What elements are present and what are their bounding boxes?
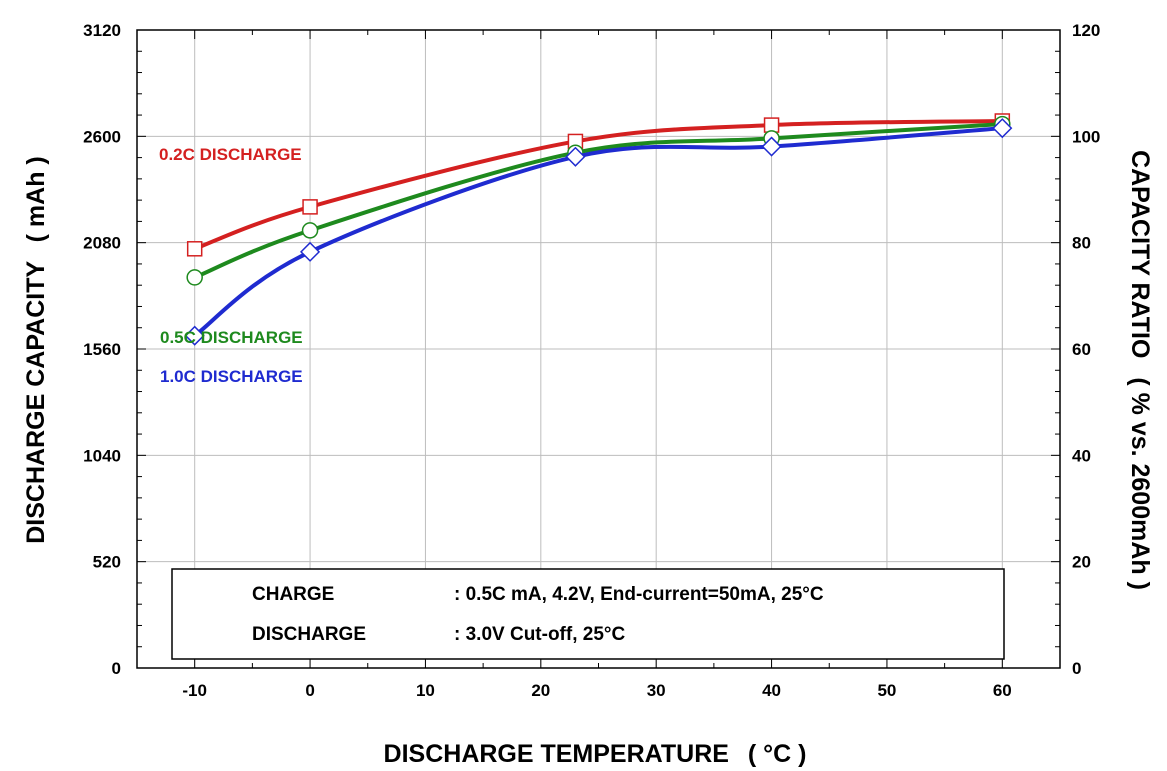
data-point-0-2c-discharge [186,241,203,257]
y2-axis-title: CAPACITY RATIO ( % vs. 2600mAh ) [1126,150,1154,590]
y-tick-label: 520 [93,553,121,572]
x-tick-label: 40 [762,681,781,700]
x-axis-unit: ( °C ) [748,740,807,768]
x-axis-title: DISCHARGE TEMPERATURE ( °C ) [384,740,807,768]
y2-tick-label: 40 [1072,446,1091,465]
x-tick-label: 20 [531,681,550,700]
discharge-label: DISCHARGE [252,624,366,645]
y-axis-unit: ( mAh ) [22,156,50,242]
y-axis-title: DISCHARGE CAPACITY ( mAh ) [22,156,50,544]
x-tick-label: -10 [182,681,207,700]
x-tick-label: 30 [647,681,666,700]
x-tick-label: 60 [993,681,1012,700]
y-tick-label: 2080 [83,234,121,253]
y2-tick-label: 120 [1072,21,1100,40]
y2-axis-unit: ( % vs. 2600mAh ) [1126,377,1154,590]
x-tick-label: 0 [305,681,314,700]
series-label: 1.0C DISCHARGE [160,367,303,386]
test-conditions-box: CHARGE : 0.5C mA, 4.2V, End-current=50mA… [171,568,1005,660]
data-point-1-0c-discharge [300,241,321,262]
series-group [184,113,1013,346]
series-label: 0.5C DISCHARGE [160,328,303,347]
data-point-0-5c-discharge [301,222,319,239]
data-point-1-0c-discharge [184,325,205,346]
data-point-1-0c-discharge [565,146,586,167]
x-tick-label: 50 [877,681,896,700]
data-point-0-2c-discharge [302,199,318,215]
x-axis-label: DISCHARGE TEMPERATURE [384,740,729,768]
tick-labels: -10 0 10 20 30 40 50 60052010401560208026003120… [83,21,1100,700]
axis-ticks [136,29,1061,669]
data-point-0-5c-discharge [186,269,203,286]
y-axis-label: DISCHARGE CAPACITY [22,261,50,544]
charge-label: CHARGE [252,584,334,605]
y2-tick-label: 100 [1072,127,1100,146]
discharge-value: : 3.0V Cut-off, 25°C [454,624,626,645]
y-tick-label: 0 [112,659,121,678]
y2-tick-label: 60 [1072,340,1091,359]
y2-tick-label: 0 [1072,659,1081,678]
series-label: 0.2C DISCHARGE [159,145,302,164]
y-tick-label: 1560 [83,340,121,359]
y-tick-label: 1040 [83,446,121,465]
data-point-1-0c-discharge [992,118,1013,139]
y2-tick-label: 20 [1072,553,1091,572]
x-tick-label: 10 [416,681,435,700]
data-point-1-0c-discharge [761,136,782,157]
data-point-0-2c-discharge [763,117,780,133]
y-tick-label: 3120 [83,21,121,40]
y2-tick-label: 80 [1072,234,1091,253]
charge-value: : 0.5C mA, 4.2V, End-current=50mA, 25°C [454,584,824,605]
series-labels: 0.2C DISCHARGE 0.5C DISCHARGE 1.0C DISCHAR… [159,145,303,386]
y2-axis-label: CAPACITY RATIO [1126,150,1154,358]
y-tick-label: 2600 [83,127,121,146]
test-conditions-frame [171,568,1005,660]
